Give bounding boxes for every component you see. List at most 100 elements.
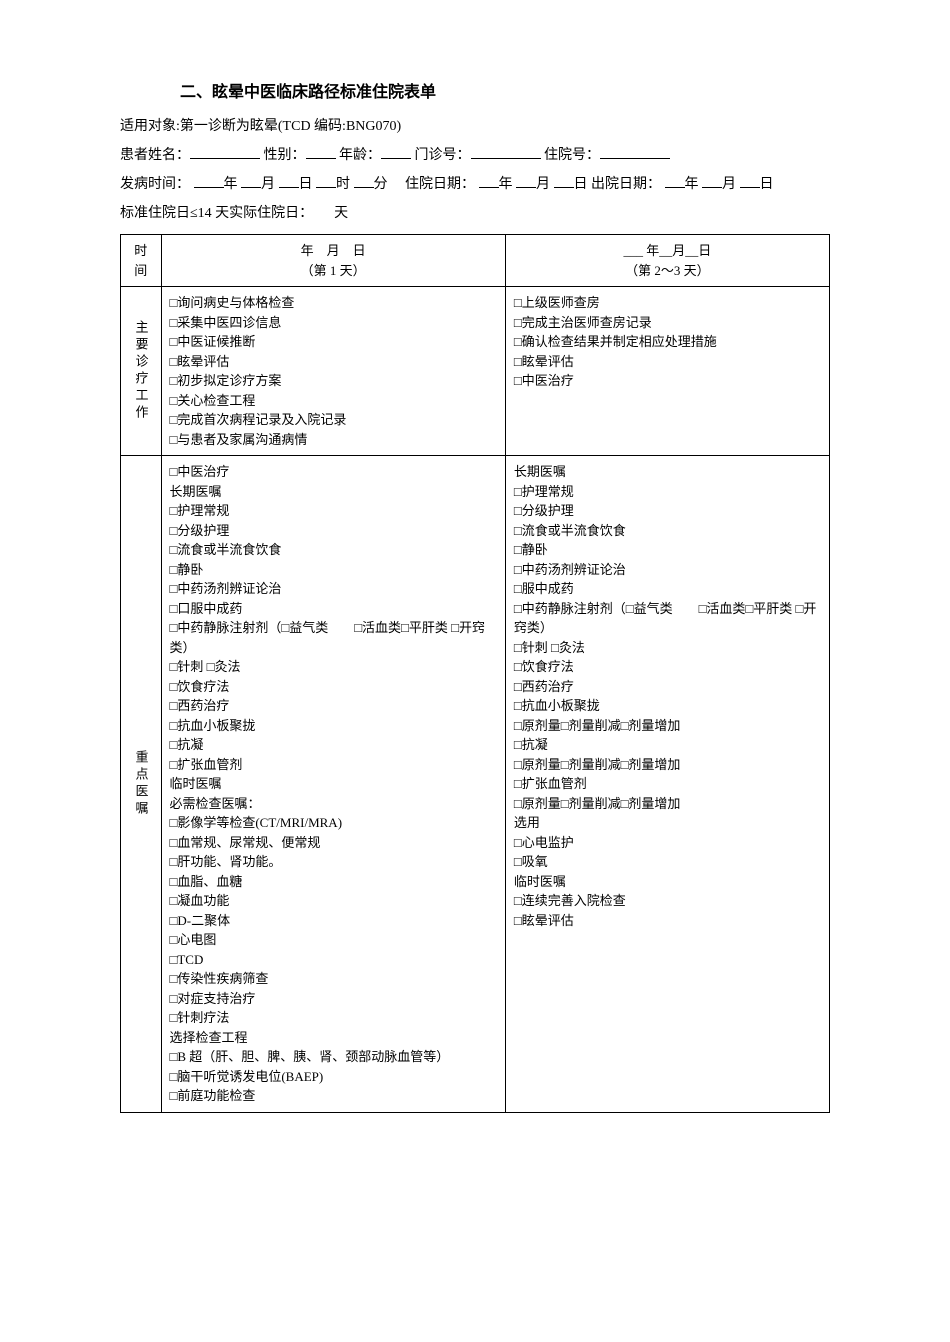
checkbox-item[interactable]: □眩晕评估 (514, 911, 821, 931)
checkbox-item[interactable]: □饮食疗法 (170, 677, 497, 697)
checkbox-item[interactable]: □针刺 □灸法 (514, 638, 821, 658)
section-label: 必需检查医嘱： (170, 794, 497, 814)
table-header-row: 时间 年 月 日 （第 1 天） ___ 年__月__日 （第 2～3 天） (121, 235, 830, 287)
checkbox-item[interactable]: □抗凝 (170, 735, 497, 755)
checkbox-item[interactable]: □针刺疗法 (170, 1008, 497, 1028)
onset-min-blank[interactable] (354, 172, 374, 188)
day23-header: ___ 年__月__日 （第 2～3 天） (505, 235, 829, 287)
checkbox-item[interactable]: □上级医师查房 (514, 293, 821, 313)
checkbox-item[interactable]: □心电图 (170, 930, 497, 950)
month-char: 月 (261, 177, 275, 192)
checkbox-item[interactable]: □中药汤剂辨证论治 (514, 560, 821, 580)
checkbox-item[interactable]: □与患者及家属沟通病情 (170, 430, 497, 450)
onset-month-blank[interactable] (241, 172, 261, 188)
checkbox-item[interactable]: □血脂、血糖 (170, 872, 497, 892)
hour-char: 时 (336, 177, 350, 192)
name-blank[interactable] (190, 143, 260, 159)
stay-line: 标准住院日≤14 天实际住院日： 天 (120, 201, 830, 226)
checkbox-item[interactable]: □血常规、尿常规、便常规 (170, 833, 497, 853)
checkbox-item[interactable]: □服中成药 (514, 579, 821, 599)
section-label: 选择检查工程 (170, 1028, 497, 1048)
discharge-day-blank[interactable] (740, 172, 760, 188)
checkbox-item[interactable]: □完成首次病程记录及入院记录 (170, 410, 497, 430)
gender-label: 性别： (264, 148, 306, 163)
checkbox-item[interactable]: □中医证候推断 (170, 332, 497, 352)
onset-label: 发病时间： (120, 177, 190, 192)
checkbox-item[interactable]: □凝血功能 (170, 891, 497, 911)
checkbox-item[interactable]: □抗血小板聚拢 (170, 716, 497, 736)
checkbox-item[interactable]: □询问病史与体格检查 (170, 293, 497, 313)
checkbox-item[interactable]: □关心检查工程 (170, 391, 497, 411)
date-info-line: 发病时间： 年 月 日 时 分 住院日期： 年 月 日 出院日期： 年 月 日 (120, 172, 830, 197)
checkbox-item[interactable]: □静卧 (514, 540, 821, 560)
checkbox-item[interactable]: □静卧 (170, 560, 497, 580)
checkbox-item[interactable]: □饮食疗法 (514, 657, 821, 677)
checkbox-item[interactable]: □D-二聚体 (170, 911, 497, 931)
checkbox-item[interactable]: □采集中医四诊信息 (170, 313, 497, 333)
checkbox-item[interactable]: □B 超（肝、胆、脾、胰、肾、颈部动脉血管等） (170, 1047, 497, 1067)
checkbox-item[interactable]: □分级护理 (514, 501, 821, 521)
checkbox-item[interactable]: □眩晕评估 (514, 352, 821, 372)
checkbox-item[interactable]: □完成主治医师查房记录 (514, 313, 821, 333)
checkbox-item[interactable]: □中医治疗 (514, 371, 821, 391)
checkbox-item[interactable]: □中药静脉注射剂（□益气类 □活血类□平肝类 □开窍类） (170, 618, 497, 657)
checkbox-item[interactable]: □确认检查结果并制定相应处理措施 (514, 332, 821, 352)
checkbox-item[interactable]: □TCD (170, 950, 497, 970)
discharge-year-blank[interactable] (665, 172, 685, 188)
day23-orders: 长期医嘱 □护理常规 □分级护理 □流食或半流食饮食 □静卧 □中药汤剂辨证论治… (505, 456, 829, 1113)
checkbox-item[interactable]: □护理常规 (170, 501, 497, 521)
checkbox-item[interactable]: □中药静脉注射剂（□益气类 □活血类□平肝类 □开窍类） (514, 599, 821, 638)
outpatient-label: 门诊号： (415, 148, 471, 163)
age-label: 年龄： (339, 148, 381, 163)
checkbox-item[interactable]: □传染性疾病筛查 (170, 969, 497, 989)
checkbox-item[interactable]: □扩张血管剂 (514, 774, 821, 794)
checkbox-item[interactable]: □流食或半流食饮食 (170, 540, 497, 560)
checkbox-item[interactable]: □肝功能、肾功能。 (170, 852, 497, 872)
outpatient-blank[interactable] (471, 143, 541, 159)
day1-orders: □中医治疗 长期医嘱 □护理常规 □分级护理 □流食或半流食饮食 □静卧 □中药… (161, 456, 505, 1113)
admit-label: 住院日期： (405, 177, 475, 192)
discharge-month-blank[interactable] (702, 172, 722, 188)
age-blank[interactable] (381, 143, 411, 159)
name-label: 患者姓名： (120, 148, 190, 163)
checkbox-item[interactable]: □前庭功能检查 (170, 1086, 497, 1106)
admit-month-blank[interactable] (516, 172, 536, 188)
onset-hour-blank[interactable] (316, 172, 336, 188)
checkbox-item[interactable]: □口服中成药 (170, 599, 497, 619)
checkbox-item[interactable]: □对症支持治疗 (170, 989, 497, 1009)
gender-blank[interactable] (306, 143, 336, 159)
checkbox-item[interactable]: □流食或半流食饮食 (514, 521, 821, 541)
checkbox-item[interactable]: □原剂量□剂量削减□剂量增加 (514, 716, 821, 736)
checkbox-item[interactable]: □影像学等检查(CT/MRI/MRA) (170, 813, 497, 833)
onset-day-blank[interactable] (279, 172, 299, 188)
checkbox-item[interactable]: □原剂量□剂量削减□剂量增加 (514, 755, 821, 775)
checkbox-item[interactable]: □扩张血管剂 (170, 755, 497, 775)
checkbox-item[interactable]: □吸氧 (514, 852, 821, 872)
main-work-row: 主要诊疗工作 □询问病史与体格检查 □采集中医四诊信息 □中医证候推断 □眩晕评… (121, 287, 830, 456)
checkbox-item[interactable]: □连续完善入院检查 (514, 891, 821, 911)
checkbox-item[interactable]: □分级护理 (170, 521, 497, 541)
admit-year-blank[interactable] (479, 172, 499, 188)
admit-day-blank[interactable] (554, 172, 574, 188)
checkbox-item[interactable]: □中医治疗 (170, 462, 497, 482)
checkbox-item[interactable]: □西药治疗 (514, 677, 821, 697)
checkbox-item[interactable]: □中药汤剂辨证论治 (170, 579, 497, 599)
checkbox-item[interactable]: □针刺 □灸法 (170, 657, 497, 677)
day23-main-work: □上级医师查房 □完成主治医师查房记录 □确认检查结果并制定相应处理措施 □眩晕… (505, 287, 829, 456)
checkbox-item[interactable]: □抗凝 (514, 735, 821, 755)
onset-year-blank[interactable] (194, 172, 224, 188)
applicable-line: 适用对象:第一诊断为眩晕(TCD 编码:BNG070) (120, 114, 830, 139)
checkbox-item[interactable]: □原剂量□剂量削减□剂量增加 (514, 794, 821, 814)
checkbox-item[interactable]: □心电监护 (514, 833, 821, 853)
day1-main-work: □询问病史与体格检查 □采集中医四诊信息 □中医证候推断 □眩晕评估 □初步拟定… (161, 287, 505, 456)
min-char: 分 (374, 177, 388, 192)
checkbox-item[interactable]: □脑干听觉诱发电位(BAEP) (170, 1067, 497, 1087)
checkbox-item[interactable]: □护理常规 (514, 482, 821, 502)
patient-info-line: 患者姓名： 性别： 年龄： 门诊号： 住院号： (120, 143, 830, 168)
section-label: 临时医嘱 (514, 872, 821, 892)
checkbox-item[interactable]: □西药治疗 (170, 696, 497, 716)
checkbox-item[interactable]: □眩晕评估 (170, 352, 497, 372)
inpatient-blank[interactable] (600, 143, 670, 159)
checkbox-item[interactable]: □抗血小板聚拢 (514, 696, 821, 716)
checkbox-item[interactable]: □初步拟定诊疗方案 (170, 371, 497, 391)
